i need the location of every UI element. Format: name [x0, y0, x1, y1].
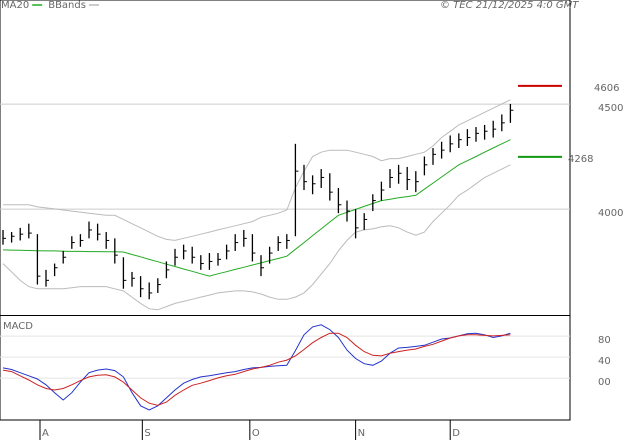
macd-title: MACD [3, 321, 33, 332]
legend-label: MA20 [1, 0, 29, 11]
x-tick-label: O [252, 428, 260, 439]
legend-label: BBands [48, 0, 86, 11]
y-tick-label: 80 [598, 335, 611, 346]
macd-line [2, 332, 511, 406]
y-tick-label: 4500 [598, 103, 623, 114]
source: © TEC 21/12/2025 4:0 GMT [440, 0, 579, 11]
bband-upper [3, 99, 511, 241]
ma20-line [2, 139, 511, 277]
price-level-label: 4606 [594, 83, 619, 94]
x-tick-label: N [358, 428, 365, 439]
bband-lower [2, 164, 511, 311]
y-tick-label: 40 [598, 356, 611, 367]
x-tick-label: S [144, 428, 150, 439]
macd-line [2, 324, 511, 411]
y-tick-label: 00 [598, 377, 611, 388]
price-level-label: 4268 [568, 154, 593, 165]
y-tick-label: 4000 [598, 208, 623, 219]
plot-frame [0, 0, 571, 421]
x-tick-label: D [452, 428, 460, 439]
x-tick-label: A [42, 428, 49, 439]
